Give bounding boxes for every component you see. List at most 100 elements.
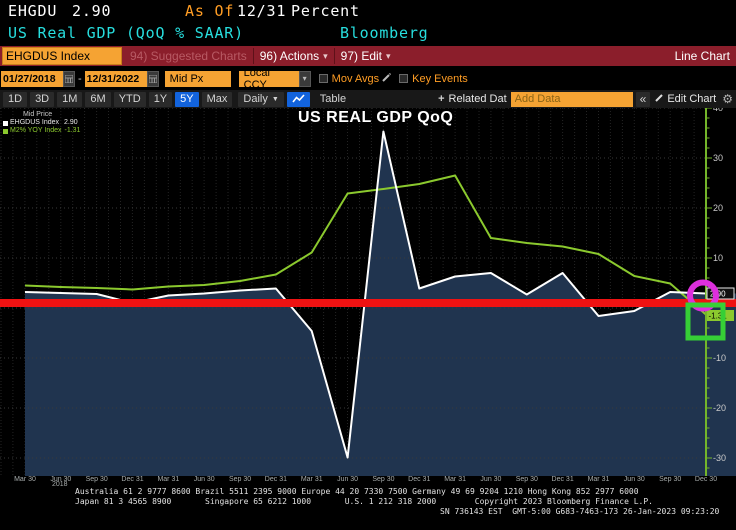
- date-to-input[interactable]: [84, 70, 147, 87]
- unit-label: Percent: [291, 2, 360, 20]
- edit-menu[interactable]: 97) Edit: [340, 49, 383, 63]
- legend-item-m2[interactable]: M2% YOY Index -1.31: [3, 127, 113, 135]
- x-tick-label: Sep 30: [85, 476, 108, 483]
- add-data-input[interactable]: [510, 91, 633, 107]
- y-tick-label: 20: [713, 203, 723, 213]
- y-tick-label: 10: [713, 253, 723, 263]
- actions-menu[interactable]: 96) Actions: [259, 49, 320, 63]
- period-button-1m[interactable]: 1M: [57, 91, 83, 107]
- legend-value: 2.90: [64, 119, 78, 126]
- key-events-label[interactable]: Key Events: [412, 72, 468, 85]
- period-button-6m[interactable]: 6M: [85, 91, 111, 107]
- ribbon-divider: [333, 48, 335, 64]
- period-button-max[interactable]: Max: [201, 91, 233, 107]
- frequency-dropdown-icon: ▼: [271, 95, 279, 103]
- header-row-1: EHGDU 2.90 As Of 12/31 Percent: [0, 2, 736, 24]
- period-button-3d[interactable]: 3D: [30, 91, 55, 107]
- period-button-1d[interactable]: 1D: [3, 91, 28, 107]
- period-toolbar: 1D 3D 1M 6M YTD 1Y 5Y Max Daily ▼ Table + Relat…: [0, 90, 736, 108]
- calendar-icon[interactable]: [146, 70, 159, 87]
- security-title: US Real GDP (QoQ % SAAR): [8, 24, 244, 42]
- period-button-ytd[interactable]: YTD: [113, 91, 146, 107]
- y-tick-label: -10: [713, 353, 726, 363]
- related-data-button[interactable]: Related Dat: [448, 93, 507, 105]
- collapse-panel-button[interactable]: «: [635, 91, 651, 107]
- currency-dropdown-icon[interactable]: ▾: [298, 70, 311, 87]
- date-from-input[interactable]: [1, 70, 63, 87]
- mov-avgs-checkbox[interactable]: [318, 74, 328, 83]
- chart-type-label[interactable]: Line Chart: [674, 49, 730, 63]
- frequency-label: Daily: [243, 93, 268, 105]
- as-of-date: 12/31: [237, 2, 287, 20]
- legend-swatch-white: [3, 120, 8, 126]
- chart-legend: Mid Price EHGDUS Index 2.90 M2% YOY Inde…: [3, 111, 113, 135]
- rect-annotation[interactable]: [685, 302, 726, 341]
- header-row-2: US Real GDP (QoQ % SAAR) Bloomberg: [0, 24, 736, 46]
- x-tick-label: Dec 30: [694, 476, 718, 483]
- chart-title: US REAL GDP QoQ: [298, 109, 454, 126]
- source-label: Bloomberg: [340, 24, 429, 42]
- x-tick-label: Sep 30: [228, 476, 252, 483]
- legend-item-ehgdus[interactable]: EHGDUS Index 2.90: [3, 119, 113, 127]
- suggested-charts-button[interactable]: 94) Suggested Charts: [130, 49, 247, 63]
- last-value: 2.90: [72, 2, 112, 20]
- x-tick-label: Jun 30: [50, 476, 72, 483]
- x-tick-label: Mar 31: [444, 476, 466, 483]
- x-tick-label: Jun 30: [480, 476, 502, 483]
- mov-avgs-label[interactable]: Mov Avgs: [331, 72, 380, 85]
- plus-icon: +: [438, 93, 445, 105]
- m2-price-label: -1.31: [709, 312, 728, 321]
- red-hline-annotation[interactable]: [0, 299, 736, 307]
- y-tick-label: -30: [713, 453, 726, 463]
- x-axis-labels: Mar 30 Jun 30 Sep 30 Dec 31 Mar 31 Jun 30 Sep …: [0, 476, 736, 486]
- period-button-1y[interactable]: 1Y: [148, 91, 173, 107]
- currency-select[interactable]: Local CCY: [238, 67, 299, 91]
- security-input[interactable]: [2, 47, 122, 65]
- edit-chart-pencil-icon[interactable]: [655, 93, 664, 105]
- x-tick-label: Jun 30: [193, 476, 215, 483]
- last-price-label-box: [706, 287, 735, 300]
- date-range-separator: -: [78, 72, 82, 85]
- x-tick-label: Dec 31: [551, 476, 574, 483]
- x-tick-label: Sep 30: [659, 476, 682, 483]
- period-button-5y[interactable]: 5Y: [175, 91, 199, 107]
- x-tick-label: Mar 31: [300, 476, 323, 483]
- price-field-select[interactable]: Mid Px: [164, 70, 231, 87]
- footer-session-info: SN 736143 EST GMT-5:00 G683-7463-173 26-…: [440, 507, 720, 516]
- key-events-checkbox[interactable]: [399, 74, 409, 83]
- legend-header: Mid Price: [23, 111, 53, 118]
- chart-controls-row: - Mid Px Local CCY ▾ Mov Avgs Key Events: [0, 67, 736, 91]
- legend-label: EHGDUS Index: [10, 119, 60, 126]
- x-tick-label: Jun 30: [337, 476, 359, 483]
- x-tick-label: Dec 31: [121, 476, 144, 483]
- actions-dropdown-icon[interactable]: ▾: [323, 50, 328, 61]
- gear-icon[interactable]: ⚙: [722, 92, 733, 106]
- m2-yoy-line: [24, 174, 708, 316]
- x-tick-label: Jun 30: [623, 476, 645, 483]
- y-tick-label: -20: [713, 403, 726, 413]
- frequency-select[interactable]: Daily ▼: [238, 91, 284, 107]
- legend-value: -1.31: [64, 127, 81, 134]
- x-tick-label: Mar 30: [14, 476, 36, 483]
- x-tick-label: Dec 31: [408, 476, 431, 483]
- line-chart-icon[interactable]: [286, 91, 310, 107]
- x-tick-label: Sep 30: [372, 476, 395, 483]
- calendar-icon[interactable]: [63, 70, 75, 87]
- as-of-label: As Of: [185, 2, 235, 20]
- edit-dropdown-icon[interactable]: ▾: [386, 50, 391, 61]
- command-ribbon: 94) Suggested Charts 96) Actions ▾ 97) E…: [0, 46, 736, 66]
- x-tick-label: Mar 31: [587, 476, 610, 483]
- table-button[interactable]: Table: [319, 93, 347, 105]
- circle-annotation[interactable]: [687, 279, 719, 312]
- toolbar-right-cluster: + Related Dat « Edit Chart ⚙: [438, 91, 733, 107]
- ticker: EHGDU: [8, 2, 58, 20]
- edit-chart-button[interactable]: Edit Chart: [667, 93, 717, 105]
- x-tick-label: Mar 31: [157, 476, 180, 483]
- x-tick-label: Dec 31: [264, 476, 287, 483]
- chart-area: 40 30 20 10 -10 -20 -30 2.90 -1.31 US REAL GDP Q…: [0, 103, 736, 476]
- mov-avgs-pencil-icon[interactable]: [382, 72, 392, 85]
- legend-label: M2% YOY Index: [10, 127, 62, 134]
- footer-contacts-line2: Japan 81 3 4565 8900 Singapore 65 6212 1…: [75, 497, 653, 506]
